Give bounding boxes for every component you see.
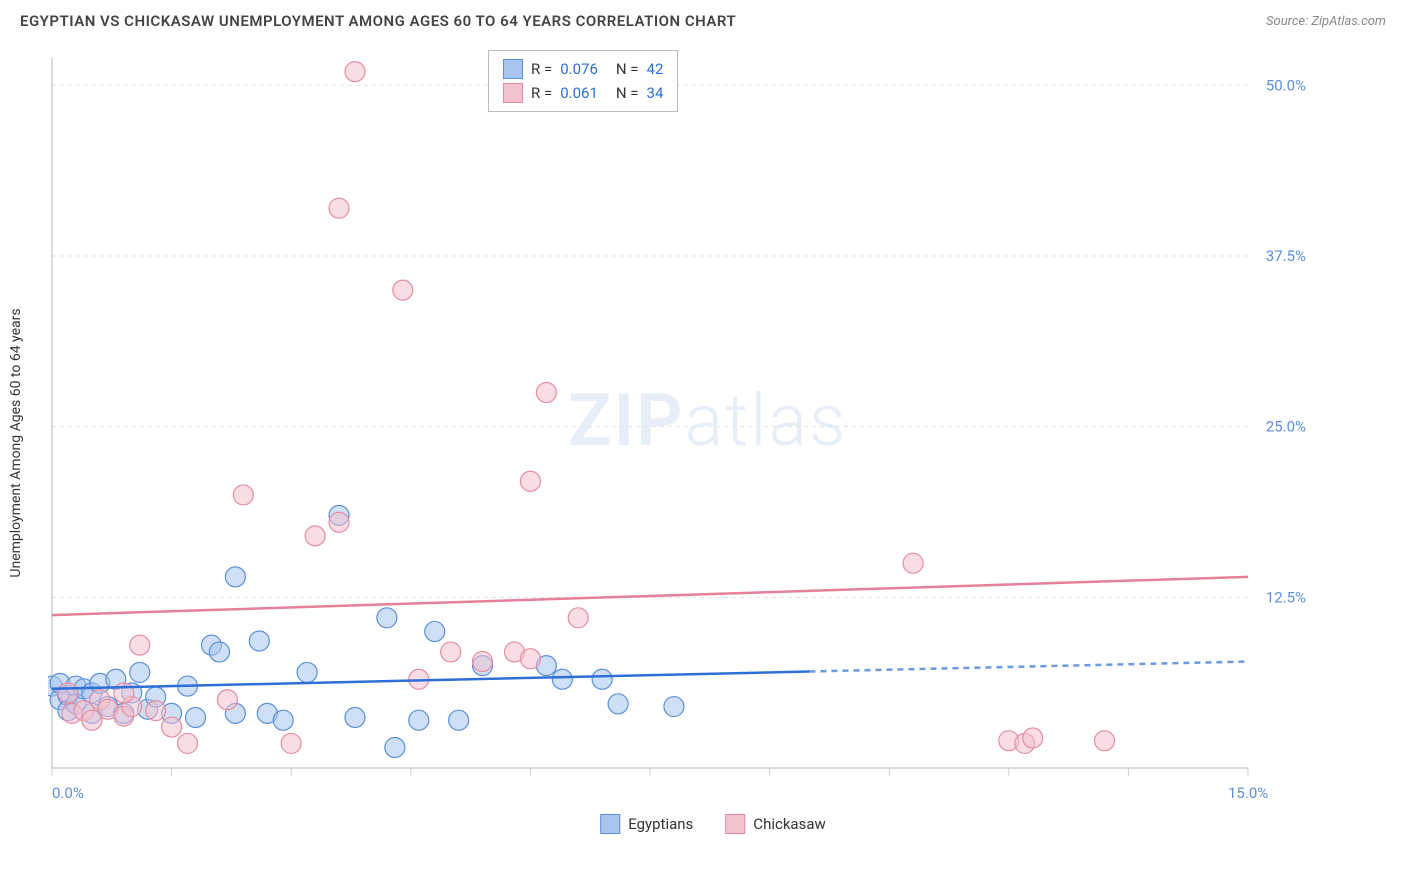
legend-item: Egyptians [600, 814, 693, 834]
x-axis-min-label: 0.0% [52, 784, 84, 802]
series-swatch [503, 83, 523, 103]
correlation-stats-box: R = 0.076 N = 42 R = 0.061 N = 34 [488, 50, 678, 112]
chart-title: EGYPTIAN VS CHICKASAW UNEMPLOYMENT AMONG… [20, 12, 736, 30]
legend-swatch [725, 814, 745, 834]
stat-n-label: N = [616, 57, 639, 81]
chart-area: Unemployment Among Ages 60 to 64 years Z… [48, 48, 1378, 838]
chart-header: EGYPTIAN VS CHICKASAW UNEMPLOYMENT AMONG… [0, 0, 1406, 38]
series-legend: Egyptians Chickasaw [600, 814, 826, 834]
x-axis-max-label: 15.0% [1228, 784, 1268, 802]
stat-n-value: 42 [647, 57, 664, 81]
stat-r-label: R = [531, 57, 552, 81]
stat-r-value: 0.061 [560, 81, 598, 105]
legend-item: Chickasaw [725, 814, 825, 834]
y-axis-label: Unemployment Among Ages 60 to 64 years [8, 308, 24, 577]
svg-text:37.5%: 37.5% [1266, 247, 1306, 265]
stat-n-label: N = [616, 81, 639, 105]
legend-swatch [600, 814, 620, 834]
chart-source: Source: ZipAtlas.com [1266, 14, 1386, 29]
stat-r-label: R = [531, 81, 552, 105]
series-swatch [503, 59, 523, 79]
scatter-plot: 12.5% 25.0% 37.5% 50.0% [48, 48, 1328, 808]
svg-text:50.0%: 50.0% [1266, 76, 1306, 94]
stat-row: R = 0.076 N = 42 [503, 57, 663, 81]
stat-r-value: 0.076 [560, 57, 598, 81]
legend-label: Chickasaw [753, 815, 825, 833]
svg-text:12.5%: 12.5% [1266, 588, 1306, 606]
stat-row: R = 0.061 N = 34 [503, 81, 663, 105]
svg-text:25.0%: 25.0% [1266, 418, 1306, 436]
legend-label: Egyptians [628, 815, 693, 833]
stat-n-value: 34 [647, 81, 664, 105]
